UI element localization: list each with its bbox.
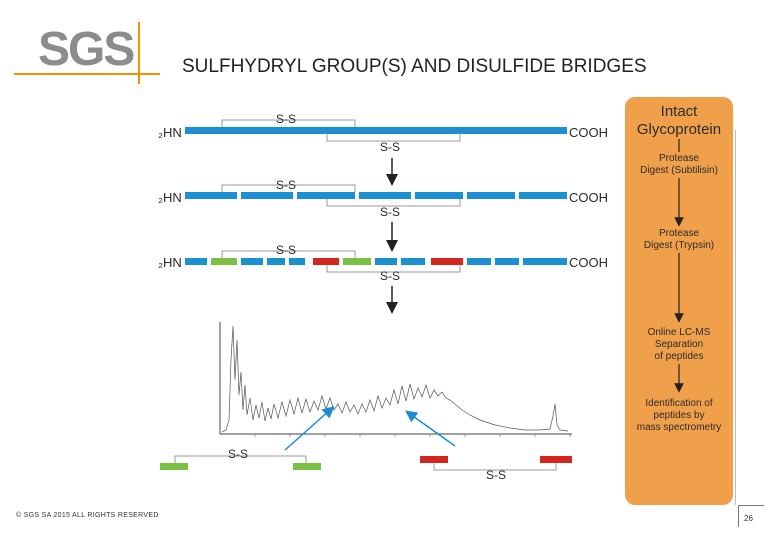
step-ms-line2: peptides by (653, 410, 704, 421)
step-ms-line3: mass spectrometry (637, 422, 721, 433)
bridge-label: S-S (228, 447, 248, 461)
chromatogram-plot (219, 322, 572, 451)
c-terminus-label: COOH (569, 190, 608, 205)
disulfide-bridge-upper (221, 184, 356, 192)
chromatogram-trace (221, 325, 569, 433)
fragment-bar (523, 258, 567, 265)
red-peptide (313, 258, 339, 265)
step-lcms-line3: of peptides (655, 351, 704, 362)
bridge-label: S-S (380, 269, 400, 283)
disulfide-bridge-red (433, 463, 557, 471)
step-lcms-line2: Separation (655, 339, 703, 350)
n-terminus-label: ₂HN (158, 255, 182, 270)
step-subtilisin-line2: Digest (Subtilisin) (640, 165, 718, 176)
green-peptide (211, 258, 237, 265)
fragment-bar (467, 192, 515, 199)
fragment-bar (519, 192, 567, 199)
identified-red-pair: S-S (420, 456, 572, 482)
disulfide-bridge-lower (326, 134, 461, 142)
bridge-label: S-S (276, 178, 296, 192)
fragment-bar (241, 192, 293, 199)
disulfide-bridge-lower (326, 265, 461, 273)
step-lcms-line1: Online LC-MS (648, 327, 711, 338)
bridge-label: S-S (276, 243, 296, 257)
n-terminus-label: ₂HN (158, 190, 182, 205)
green-peptide (343, 258, 371, 265)
chromatogram-x-ticks (254, 434, 571, 437)
green-peptide (293, 463, 321, 470)
fragment-bar (495, 258, 519, 265)
fragment-bar (185, 258, 207, 265)
c-terminus-label: COOH (569, 125, 608, 140)
fragment-bar (401, 258, 425, 265)
red-peptide (420, 456, 448, 463)
fragment-bar (289, 258, 305, 265)
workflow-steps: Intact Glycoprotein Protease Digest (Sub… (637, 103, 721, 433)
copyright-text: © SGS SA 2015 ALL RIGHTS RESERVED (16, 512, 159, 519)
fragment-bar (267, 258, 285, 265)
peak-marker-arrow[interactable] (284, 406, 335, 451)
step-subtilisin-line1: Protease (659, 153, 699, 164)
identified-green-pair: S-S (160, 447, 321, 470)
peak-marker-arrow[interactable] (405, 410, 456, 447)
disulfide-bridge-green (174, 455, 307, 463)
step-intact-line2: Glycoprotein (637, 121, 721, 138)
intact-chain-bar (185, 127, 567, 134)
disulfide-bridge-upper (221, 250, 356, 258)
disulfide-bridge-lower (326, 199, 461, 207)
fragment-bar (185, 192, 237, 199)
fragment-bar (375, 258, 397, 265)
trypsin-digest-row: ₂HN COOH S-S S-S (158, 243, 608, 283)
step-trypsin-line2: Digest (Trypsin) (644, 240, 714, 251)
subtilisin-digest-row: ₂HN COOH S-S S-S (158, 178, 608, 219)
panel-edge-line (735, 130, 736, 505)
step-trypsin-line1: Protease (659, 228, 699, 239)
page-number: 26 (744, 514, 753, 523)
logo-accent-vertical (138, 22, 140, 84)
bridge-label: S-S (486, 468, 506, 482)
disulfide-bridge-upper (221, 119, 356, 127)
bridge-label: S-S (380, 140, 400, 154)
logo-accent-horizontal (14, 73, 160, 75)
fragment-bar (415, 192, 463, 199)
logo-text: SGS (38, 23, 135, 76)
fragment-bar (241, 258, 263, 265)
fragment-bar (467, 258, 491, 265)
bridge-label: S-S (276, 112, 296, 126)
step-intact-line1: Intact (661, 103, 699, 120)
fragment-bar (359, 192, 411, 199)
footer-divider (738, 505, 764, 506)
step-ms-line1: Identification of (645, 398, 712, 409)
fragment-bar (297, 192, 355, 199)
green-peptide (160, 463, 188, 470)
n-terminus-label: ₂HN (158, 125, 182, 140)
slide-title: SULFHYDRYL GROUP(S) AND DISULFIDE BRIDGE… (182, 56, 647, 77)
footer-divider-vertical (738, 505, 739, 527)
bridge-label: S-S (380, 205, 400, 219)
red-peptide (431, 258, 463, 265)
intact-chain-row: ₂HN COOH S-S S-S (158, 112, 608, 154)
c-terminus-label: COOH (569, 255, 608, 270)
red-peptide (540, 456, 572, 463)
